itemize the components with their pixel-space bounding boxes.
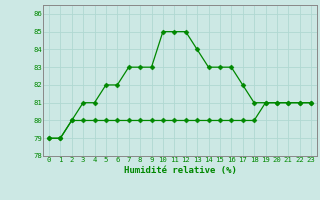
X-axis label: Humidité relative (%): Humidité relative (%): [124, 166, 236, 175]
